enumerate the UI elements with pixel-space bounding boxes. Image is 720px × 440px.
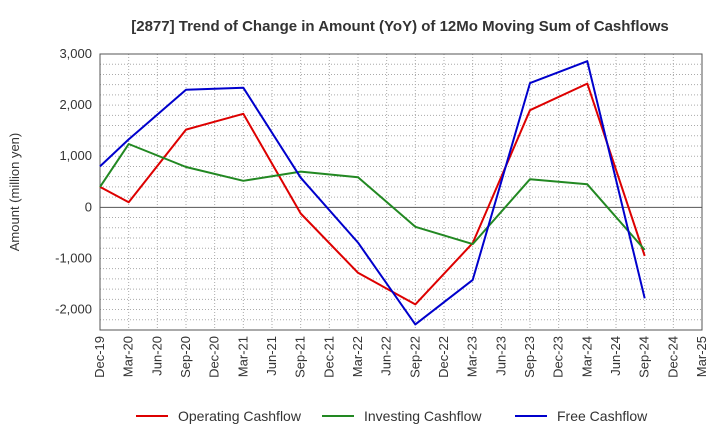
legend-label: Operating Cashflow (178, 408, 302, 424)
x-tick-label: Dec-23 (551, 336, 566, 378)
x-tick-label: Sep-20 (178, 336, 193, 378)
y-axis-ticks: 3,000 2,000 1,000 0 -1,000 -2,000 (55, 46, 92, 317)
x-tick-label: Sep-21 (293, 336, 308, 378)
x-tick-label: Mar-25 (694, 336, 709, 377)
x-tick-label: Mar-22 (350, 336, 365, 377)
x-tick-label: Mar-23 (465, 336, 480, 377)
grid (99, 53, 703, 331)
plot-area-frame (99, 53, 703, 331)
series-layer (99, 60, 646, 326)
series-line-operating-cashflow (99, 82, 646, 306)
x-tick-label: Sep-24 (637, 336, 652, 378)
legend-label: Free Cashflow (557, 408, 648, 424)
x-tick-label: Dec-24 (665, 336, 680, 378)
y-tick-label: 0 (85, 199, 92, 214)
legend: Operating Cashflow Investing Cashflow Free… (136, 408, 648, 424)
x-tick-label: Jun-20 (149, 336, 164, 376)
x-tick-label: Jun-21 (264, 336, 279, 376)
x-tick-label: Jun-22 (379, 336, 394, 376)
x-axis-ticks: Dec-19 Mar-20 Jun-20 Sep-20 Dec-20 Mar-21 Jun-… (92, 336, 709, 378)
x-tick-label: Mar-24 (579, 336, 594, 377)
x-tick-label: Jun-23 (493, 336, 508, 376)
x-tick-label: Dec-22 (436, 336, 451, 378)
y-axis-label: Amount (million yen) (7, 133, 22, 252)
x-tick-label: Dec-21 (321, 336, 336, 378)
x-tick-label: Jun-24 (608, 336, 623, 376)
x-tick-label: Sep-22 (407, 336, 422, 378)
y-tick-label: 2,000 (59, 97, 92, 112)
x-tick-label: Mar-21 (235, 336, 250, 377)
chart-title: [2877] Trend of Change in Amount (YoY) o… (131, 18, 669, 35)
x-tick-label: Dec-20 (207, 336, 222, 378)
x-tick-label: Dec-19 (92, 336, 107, 378)
series-line-investing-cashflow (99, 143, 646, 251)
x-tick-label: Sep-23 (522, 336, 537, 378)
series-line-free-cashflow (99, 60, 646, 326)
y-tick-label: 1,000 (59, 148, 92, 163)
legend-item-operating-cashflow: Operating Cashflow (136, 408, 302, 424)
legend-label: Investing Cashflow (364, 408, 482, 424)
x-tick-label: Mar-20 (121, 336, 136, 377)
y-tick-label: 3,000 (59, 46, 92, 61)
y-tick-label: -1,000 (55, 250, 92, 265)
y-tick-label: -2,000 (55, 302, 92, 317)
legend-item-investing-cashflow: Investing Cashflow (322, 408, 482, 424)
legend-item-free-cashflow: Free Cashflow (515, 408, 648, 424)
